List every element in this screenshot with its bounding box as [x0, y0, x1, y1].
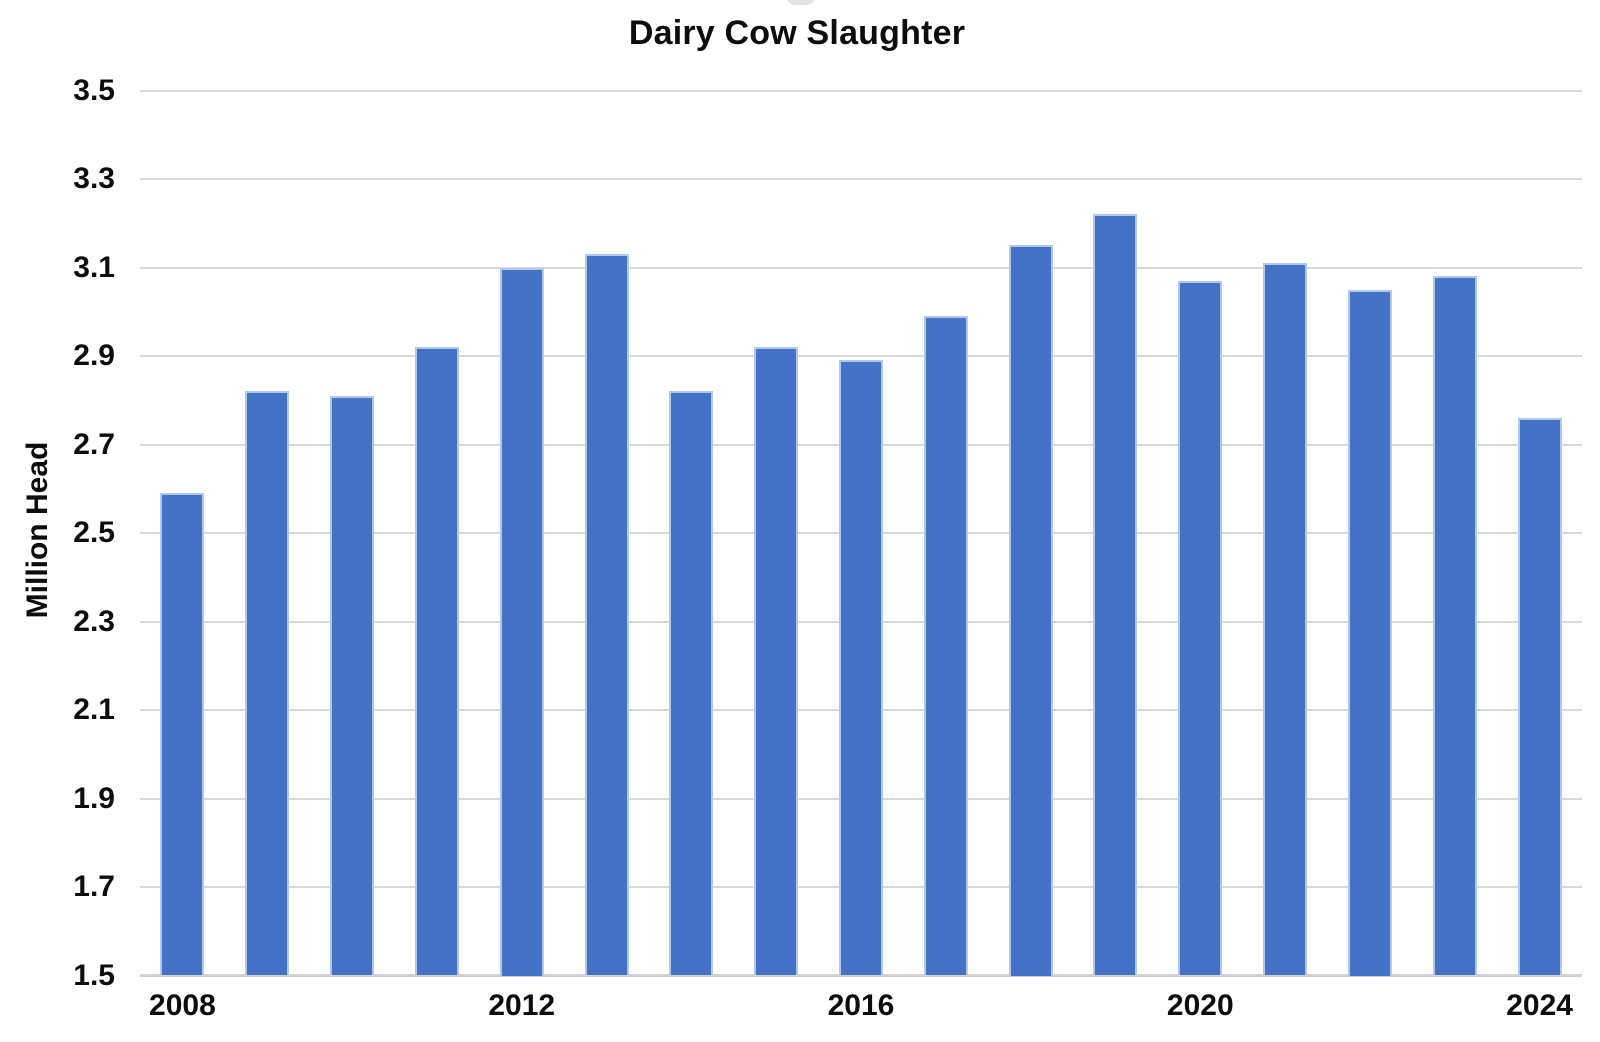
- bar-2023: [1432, 276, 1477, 976]
- bar-2015: [754, 347, 799, 976]
- gridline: [140, 89, 1582, 92]
- bar-2022: [1347, 289, 1392, 976]
- gridline: [140, 266, 1582, 269]
- bar-2024: [1517, 417, 1562, 976]
- y-tick-label: 2.1: [73, 693, 115, 726]
- bar-2016: [839, 360, 883, 976]
- bar-2012: [499, 267, 544, 976]
- bar-2014: [669, 391, 714, 976]
- y-tick-label: 2.9: [73, 339, 115, 372]
- bar-2019: [1093, 214, 1138, 976]
- x-tick-label: 2020: [1166, 989, 1234, 1022]
- cropped-artifact: [787, 0, 815, 5]
- y-tick-label: 2.5: [73, 516, 115, 549]
- y-tick-label: 1.9: [73, 781, 115, 815]
- y-tick-label: 1.5: [73, 958, 115, 992]
- y-tick-label: 3.3: [73, 162, 115, 195]
- x-tick-label: 2008: [149, 989, 216, 1022]
- bar-2018: [1008, 245, 1053, 976]
- gridline: [140, 178, 1582, 180]
- bar-2013: [584, 254, 629, 976]
- y-tick-label: 2.3: [73, 604, 115, 638]
- bar-2010: [330, 395, 375, 976]
- y-tick-label: 2.7: [73, 427, 115, 461]
- chart-title: Dairy Cow Slaughter: [628, 14, 966, 52]
- gridline: [140, 355, 1582, 357]
- y-tick-label: 1.7: [73, 870, 115, 903]
- bar-2021: [1263, 263, 1308, 976]
- y-tick-label: 3.1: [73, 250, 115, 284]
- y-tick-label: 3.5: [73, 73, 115, 107]
- bar-2009: [245, 391, 290, 976]
- x-tick-label: 2012: [488, 989, 556, 1022]
- bar-2008: [160, 493, 205, 976]
- bar-2017: [923, 316, 968, 976]
- bar-2011: [414, 347, 459, 976]
- x-tick-label: 2016: [827, 989, 895, 1022]
- bar-2020: [1178, 280, 1223, 976]
- x-axis-line: [140, 974, 1582, 977]
- x-tick-label: 2024: [1506, 989, 1573, 1022]
